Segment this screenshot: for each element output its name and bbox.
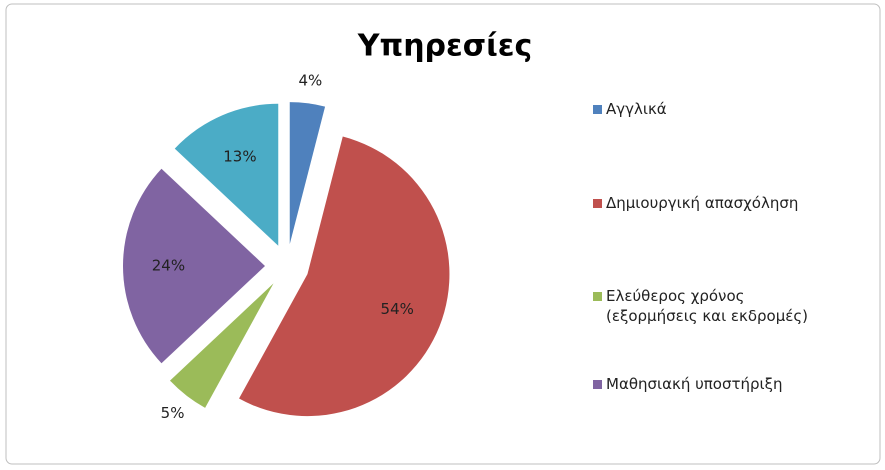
legend-swatch (593, 380, 602, 389)
legend-label: Ελεύθερος χρόνος (εξορμήσεις και εκδρομέ… (606, 287, 809, 325)
legend-swatch (593, 105, 602, 114)
pie-slice (289, 102, 326, 245)
data-label: 5% (161, 404, 185, 422)
legend-item: Ελεύθερος χρόνος (εξορμήσεις και εκδρομέ… (593, 286, 836, 326)
data-label: 13% (223, 148, 256, 166)
chart-title: Υπηρεσίες (357, 29, 533, 64)
legend-swatch (593, 199, 602, 208)
pie-slice (174, 103, 279, 246)
data-label: 4% (299, 71, 323, 89)
legend-label: Μαθησιακή υποστήριξη (606, 375, 783, 393)
data-label: 54% (381, 300, 414, 318)
legend-item: Μαθησιακή υποστήριξη (593, 374, 836, 394)
legend-label: Αγγλικά (606, 100, 667, 118)
pie-slice (122, 168, 265, 364)
pie-slice (170, 283, 274, 408)
legend-label: Δημιουργική απασχόληση (606, 194, 799, 212)
data-label: 24% (152, 257, 185, 275)
legend-item: Δημιουργική απασχόληση (593, 193, 836, 213)
legend-swatch (593, 292, 602, 301)
legend-item: Αγγλικά (593, 99, 836, 119)
pie-slice (239, 136, 450, 417)
